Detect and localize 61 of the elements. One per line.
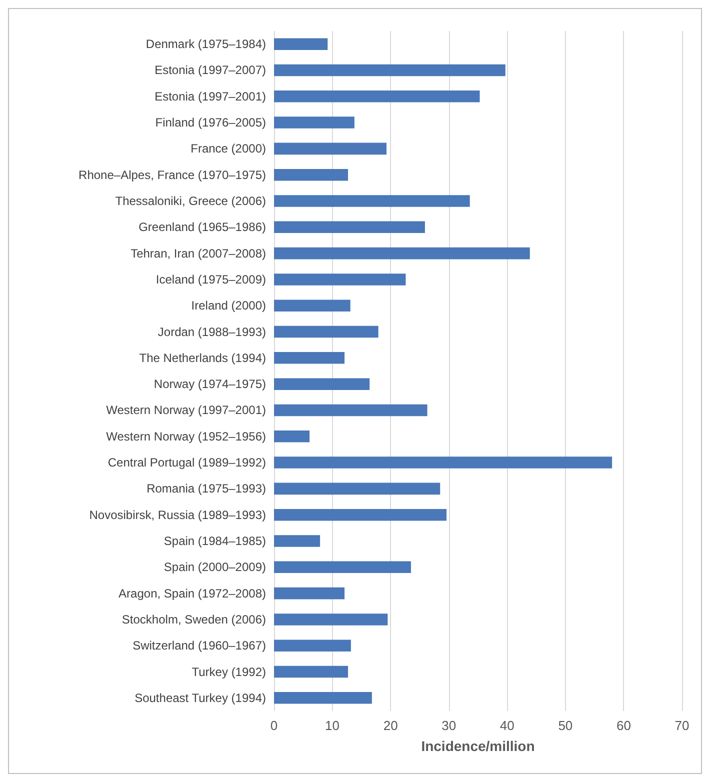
- bar: [274, 90, 480, 102]
- x-axis-title: Incidence/million: [421, 738, 535, 754]
- bar: [274, 326, 378, 338]
- bar: [274, 221, 425, 234]
- y-tick-label: Spain (1984–1985): [164, 534, 266, 548]
- bar: [274, 587, 345, 600]
- bar: [274, 168, 348, 181]
- bar: [274, 352, 345, 364]
- bar: [274, 300, 350, 312]
- y-tick-label: Denmark (1975–1984): [146, 37, 266, 52]
- bar: [274, 561, 411, 574]
- bar: [274, 404, 428, 416]
- y-tick-label: Aragon, Spain (1972–2008): [118, 586, 266, 600]
- bar: [274, 116, 354, 128]
- y-tick-label: Greenland (1965–1986): [138, 220, 266, 234]
- x-tick-label: 40: [500, 718, 514, 733]
- y-tick-label: Western Norway (1952–1956): [106, 429, 266, 444]
- y-tick-label: Norway (1974–1975): [154, 377, 266, 392]
- bar: [274, 508, 447, 521]
- y-tick-label: Romania (1975–1993): [146, 482, 266, 496]
- y-tick-label: Rhone–Alpes, France (1970–1975): [78, 168, 266, 182]
- y-tick-label: Western Norway (1997–2001): [106, 403, 266, 418]
- y-tick-label: Tehran, Iran (2007–2008): [130, 246, 266, 260]
- y-tick-label: Stockholm, Sweden (2006): [122, 612, 266, 626]
- bar: [274, 692, 372, 704]
- x-tick-label: 10: [325, 718, 340, 733]
- x-tick-label: 0: [270, 718, 278, 733]
- y-tick-label: France (2000): [190, 142, 266, 156]
- y-tick-label: Central Portugal (1989–1992): [108, 456, 266, 470]
- y-tick-label: Ireland (2000): [191, 298, 266, 313]
- y-tick-label: Spain (2000–2009): [164, 560, 266, 574]
- x-tick-label: 30: [442, 718, 456, 733]
- x-tick-label: 20: [383, 718, 398, 733]
- y-tick-label: Thessaloniki, Greece (2006): [115, 194, 266, 208]
- y-tick-label: Novosibirsk, Russia (1989–1993): [89, 508, 266, 522]
- bar: [274, 456, 612, 468]
- y-tick-label: Jordan (1988–1993): [158, 324, 266, 339]
- x-tick-label: 60: [616, 718, 631, 733]
- bar: [274, 640, 351, 652]
- y-tick-label: Estonia (1997–2001): [154, 89, 266, 104]
- bar: [274, 378, 370, 390]
- bar: [274, 430, 310, 442]
- bar: [274, 614, 388, 626]
- y-tick-label: Iceland (1975–2009): [156, 272, 266, 286]
- y-tick-label: Estonia (1997–2007): [154, 63, 266, 78]
- bar: [274, 38, 328, 50]
- x-tick-label: 70: [674, 718, 690, 733]
- bar: [274, 195, 470, 207]
- bar: [274, 666, 348, 678]
- y-tick-label: Southeast Turkey (1994): [134, 690, 266, 705]
- bar: [274, 274, 406, 286]
- bar: [274, 64, 506, 76]
- y-tick-label: Switzerland (1960–1967): [132, 638, 266, 653]
- y-tick-label: Turkey (1992): [192, 664, 266, 679]
- y-tick-label: Finland (1976–2005): [155, 116, 266, 130]
- y-tick-label: The Netherlands (1994): [139, 350, 266, 365]
- x-tick-label: 50: [558, 718, 573, 733]
- bar: [274, 142, 386, 155]
- bar: [274, 482, 440, 495]
- bar: [274, 247, 530, 260]
- bar: [274, 535, 320, 547]
